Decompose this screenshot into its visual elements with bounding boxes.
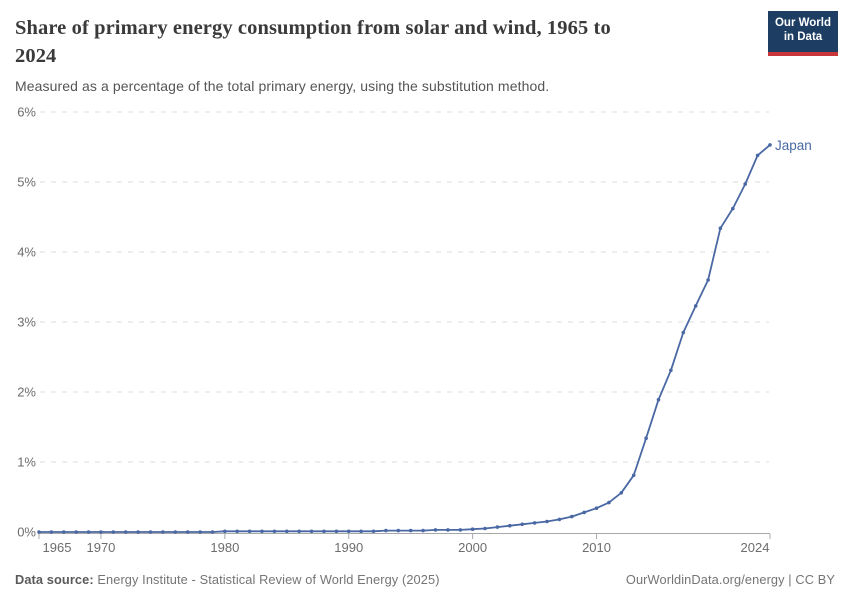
data-source-text: Energy Institute - Statistical Review of… bbox=[97, 572, 440, 587]
data-source-label: Data source: bbox=[15, 572, 94, 587]
data-point-1990 bbox=[346, 529, 351, 534]
data-point-1985 bbox=[285, 529, 289, 534]
data-point-1986 bbox=[297, 529, 302, 534]
y-axis-label: 0% bbox=[17, 525, 36, 540]
data-point-2018 bbox=[693, 304, 698, 308]
chart-title: Share of primary energy consumption from… bbox=[15, 14, 715, 70]
y-axis-label: 2% bbox=[17, 385, 36, 400]
data-point-2008 bbox=[570, 514, 574, 519]
data-point-2006 bbox=[545, 519, 549, 524]
data-point-1972 bbox=[123, 530, 128, 534]
data-point-2009 bbox=[582, 510, 586, 515]
data-source: Data source: Energy Institute - Statisti… bbox=[15, 572, 440, 587]
chart-header: Share of primary energy consumption from… bbox=[15, 11, 838, 94]
data-point-2013 bbox=[631, 473, 636, 478]
data-point-1997 bbox=[433, 528, 438, 532]
data-point-1965 bbox=[37, 530, 41, 534]
data-point-2000 bbox=[470, 527, 475, 531]
owid-logo-line2: in Data bbox=[783, 31, 823, 43]
owid-logo-line1: Our World bbox=[774, 17, 831, 29]
data-point-2014 bbox=[644, 436, 648, 441]
data-point-1981 bbox=[235, 529, 239, 534]
data-point-2015 bbox=[656, 397, 661, 402]
data-point-2021 bbox=[731, 206, 735, 211]
x-axis-label: 1980 bbox=[210, 540, 239, 555]
data-point-1975 bbox=[161, 530, 165, 534]
data-point-2002 bbox=[495, 525, 500, 529]
data-point-2004 bbox=[520, 522, 524, 527]
data-point-1971 bbox=[111, 530, 116, 534]
x-axis-label: 2010 bbox=[582, 540, 611, 555]
data-point-2024 bbox=[768, 143, 772, 147]
data-point-2022 bbox=[743, 182, 747, 186]
data-point-1998 bbox=[446, 528, 450, 532]
data-point-1974 bbox=[148, 530, 153, 534]
data-point-1984 bbox=[272, 529, 277, 534]
data-point-1996 bbox=[421, 528, 425, 533]
title-line-1: Share of primary energy consumption from… bbox=[15, 17, 611, 39]
data-point-1976 bbox=[173, 530, 178, 534]
data-point-1994 bbox=[396, 528, 401, 533]
x-axis-label: 1990 bbox=[334, 540, 363, 555]
data-point-1968 bbox=[74, 530, 78, 534]
data-point-1967 bbox=[62, 530, 66, 534]
x-axis-label: 2000 bbox=[458, 540, 487, 555]
data-point-1992 bbox=[371, 529, 376, 534]
series-label-japan: Japan bbox=[775, 138, 812, 153]
data-point-1978 bbox=[198, 530, 202, 534]
data-point-1987 bbox=[309, 529, 314, 534]
data-point-2016 bbox=[669, 368, 673, 373]
y-axis-label: 4% bbox=[17, 245, 36, 260]
data-point-1983 bbox=[260, 529, 264, 534]
x-axis-label: 1965 bbox=[43, 540, 72, 555]
data-point-2005 bbox=[532, 521, 537, 525]
data-point-2019 bbox=[706, 278, 710, 282]
owid-logo[interactable]: Our World in Data bbox=[768, 11, 838, 56]
data-point-1993 bbox=[384, 528, 388, 533]
x-axis-label: 1970 bbox=[86, 540, 115, 555]
data-point-1999 bbox=[458, 528, 463, 532]
y-axis-label: 3% bbox=[17, 315, 36, 330]
chart-subtitle: Measured as a percentage of the total pr… bbox=[15, 78, 550, 94]
data-point-2010 bbox=[594, 506, 599, 511]
data-point-1966 bbox=[49, 530, 54, 534]
data-point-1989 bbox=[334, 529, 339, 534]
data-point-1982 bbox=[247, 529, 252, 534]
data-point-1977 bbox=[185, 530, 190, 534]
data-point-1973 bbox=[136, 530, 140, 534]
data-point-1988 bbox=[322, 529, 326, 534]
data-point-1970 bbox=[99, 530, 103, 534]
y-axis-label: 5% bbox=[17, 175, 36, 190]
data-point-2011 bbox=[607, 500, 611, 505]
data-point-2003 bbox=[508, 523, 512, 528]
japan-trend-line bbox=[38, 143, 771, 533]
data-point-2020 bbox=[718, 226, 723, 230]
data-point-1995 bbox=[408, 528, 413, 533]
chart-footer: Data source: Energy Institute - Statisti… bbox=[15, 572, 835, 587]
data-point-1980 bbox=[223, 529, 227, 534]
data-point-1979 bbox=[210, 530, 215, 534]
data-point-2001 bbox=[483, 526, 487, 531]
y-axis-label: 1% bbox=[17, 455, 36, 470]
data-point-2023 bbox=[755, 153, 760, 158]
x-axis-label: 2024 bbox=[741, 540, 770, 555]
data-point-2017 bbox=[681, 330, 686, 335]
title-line-2: 2024 bbox=[15, 45, 57, 67]
data-point-2012 bbox=[619, 491, 624, 495]
owid-credit-link[interactable]: OurWorldinData.org/energy | CC BY bbox=[625, 572, 835, 587]
y-axis-label: 6% bbox=[17, 105, 36, 120]
data-point-1991 bbox=[359, 529, 363, 534]
data-point-2007 bbox=[557, 517, 562, 522]
data-point-1969 bbox=[86, 530, 91, 534]
